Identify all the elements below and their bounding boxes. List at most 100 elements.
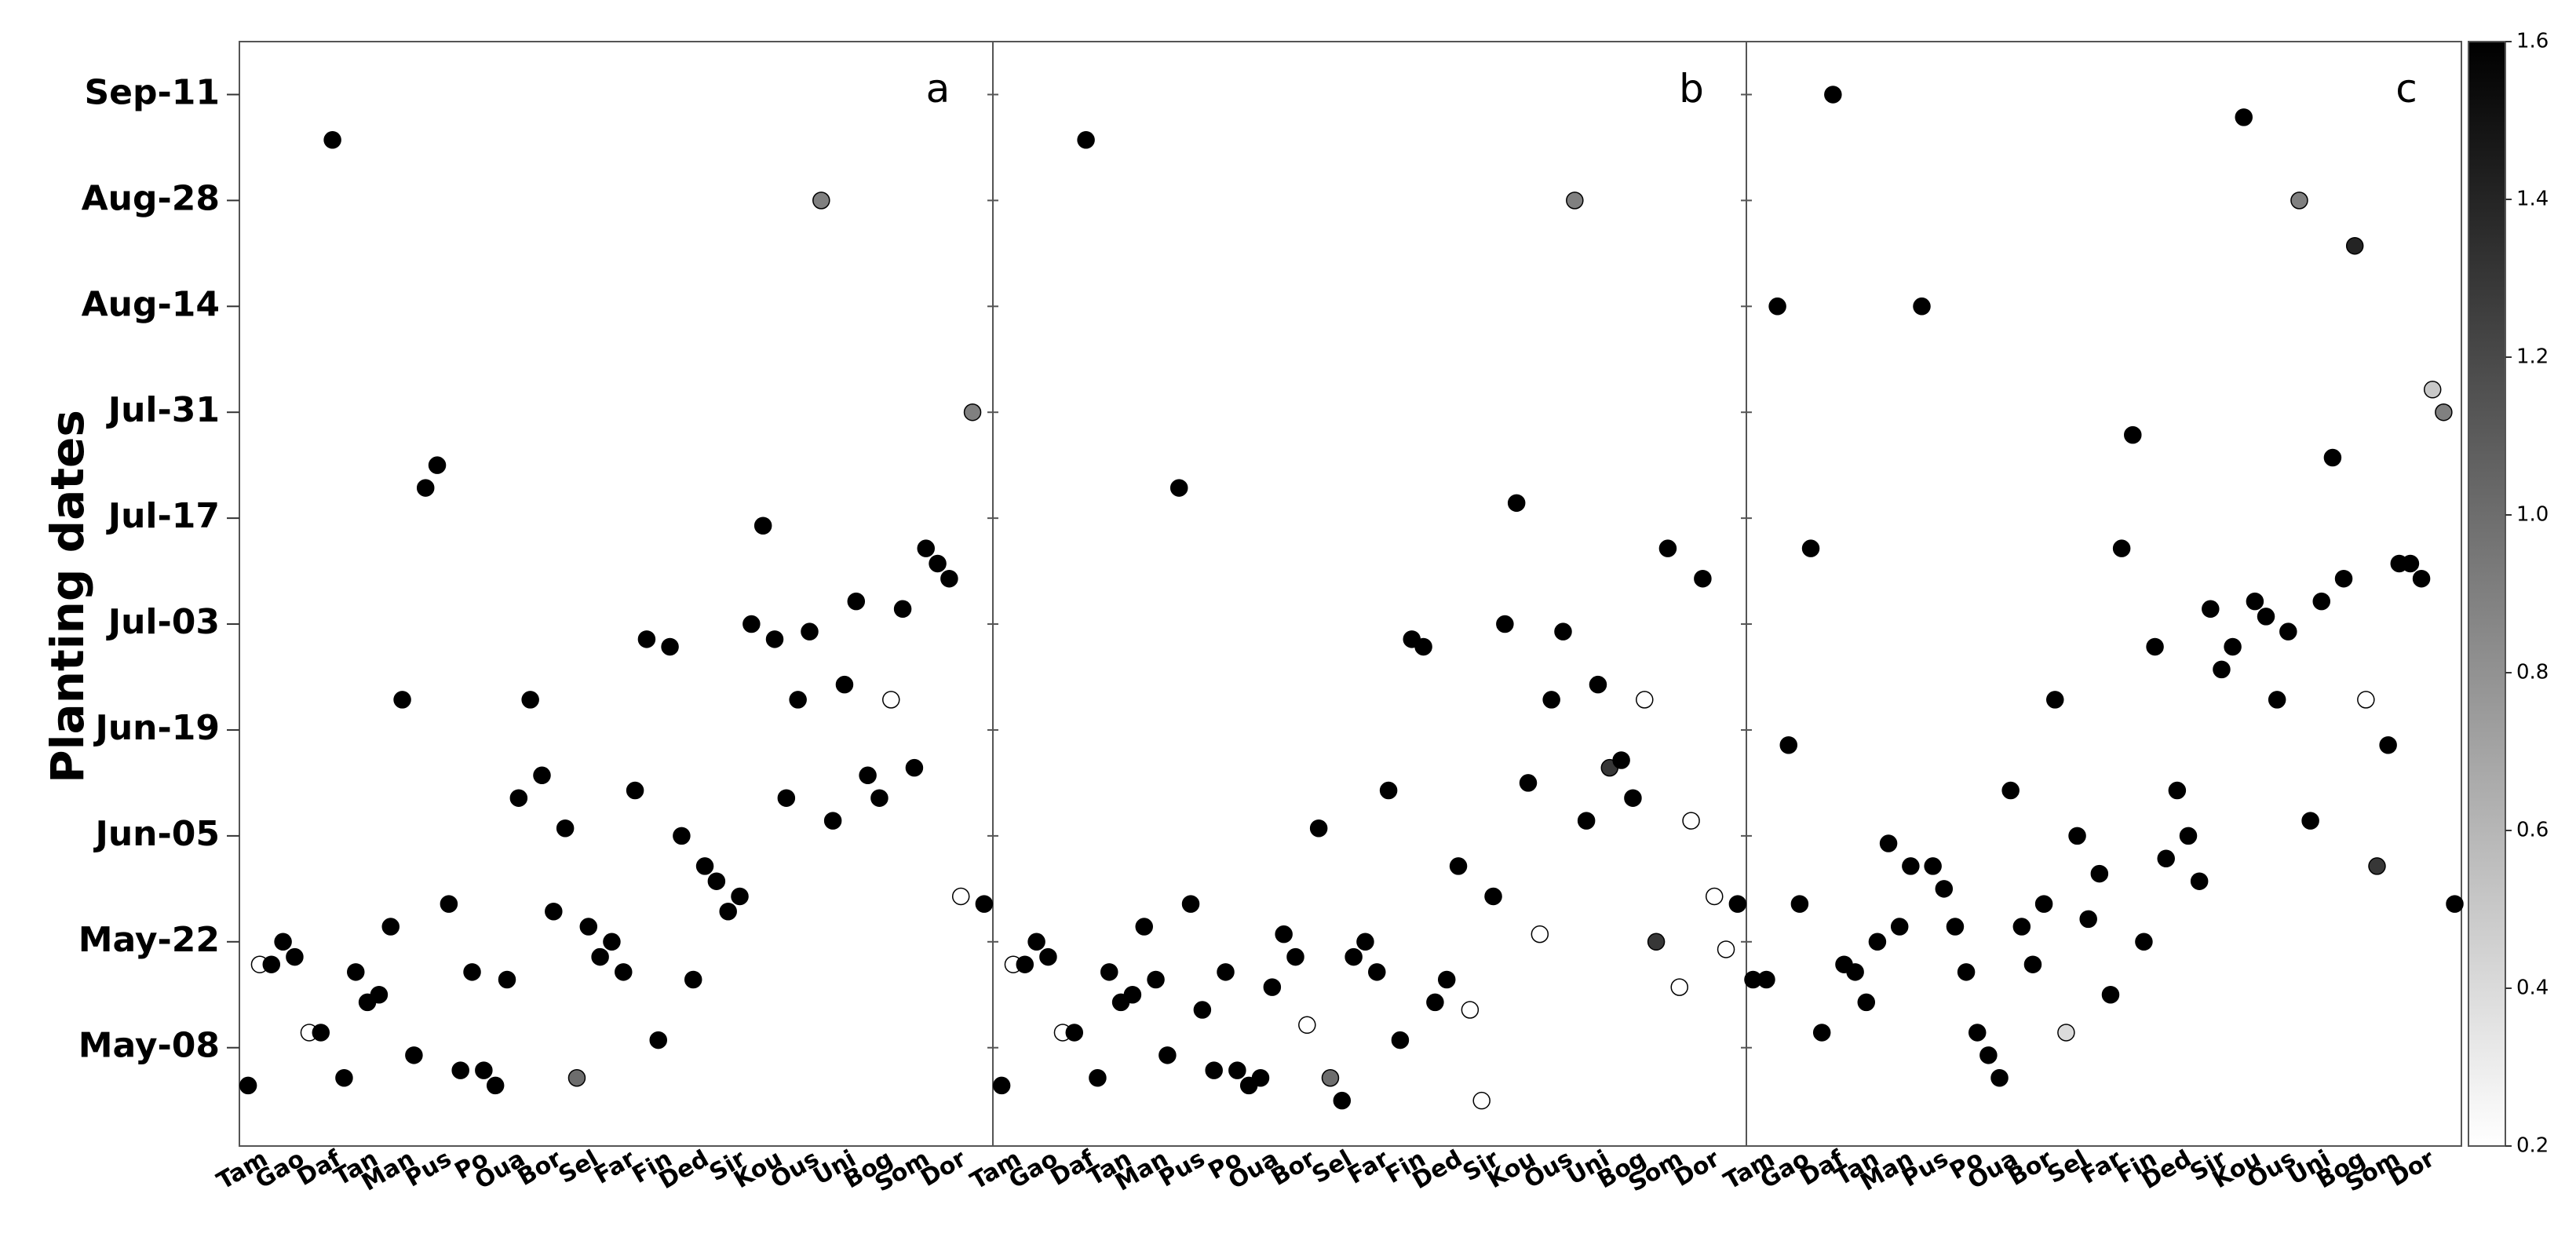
scatter-point — [2412, 569, 2431, 588]
scatter-point — [2213, 660, 2231, 679]
colorbar-tick-label: 0.6 — [2516, 819, 2549, 842]
scatter-point — [2146, 637, 2164, 656]
scatter-point — [381, 918, 400, 936]
scatter-point — [1990, 1069, 2009, 1087]
scatter-point — [1957, 963, 1976, 981]
y-tick-label: Jul-31 — [106, 390, 220, 430]
y-tick-label: Jun-19 — [93, 708, 220, 748]
scatter-point — [2301, 812, 2319, 830]
scatter-point — [2057, 1024, 2075, 1042]
scatter-point — [917, 539, 935, 557]
scatter-point — [1658, 539, 1677, 557]
plot-frame — [239, 41, 2462, 1147]
scatter-point — [1309, 819, 1328, 838]
scatter-point — [1868, 933, 1887, 951]
scatter-point — [1135, 918, 1153, 936]
scatter-point — [1768, 297, 1786, 316]
panel-label: c — [2395, 66, 2417, 111]
scatter-point — [1321, 1069, 1340, 1087]
scatter-point — [847, 592, 866, 611]
scatter-point — [2101, 986, 2120, 1004]
scatter-point — [1812, 1024, 1831, 1042]
scatter-point — [1846, 963, 1864, 981]
scatter-point — [335, 1069, 353, 1087]
scatter-point — [2290, 192, 2308, 210]
scatter-point — [929, 554, 947, 573]
scatter-point — [591, 947, 609, 966]
scatter-point — [2235, 108, 2253, 126]
scatter-point — [533, 766, 551, 785]
scatter-point — [274, 933, 292, 951]
scatter-point — [1694, 569, 1712, 588]
scatter-point — [2334, 569, 2353, 588]
y-tick-label: Jun-05 — [93, 814, 220, 854]
scatter-point — [1935, 880, 1954, 898]
scatter-point — [323, 131, 341, 149]
scatter-point — [1461, 1001, 1480, 1019]
scatter-point — [1077, 131, 1095, 149]
colorbar-tick-label: 1.0 — [2516, 503, 2549, 527]
y-axis-label: Planting dates — [41, 410, 94, 783]
scatter-point — [753, 516, 772, 535]
scatter-point — [2135, 933, 2153, 951]
scatter-point — [684, 970, 702, 989]
scatter-point — [1437, 970, 1456, 989]
scatter-point — [951, 887, 970, 906]
scatter-point — [2124, 425, 2142, 444]
scatter-point — [1426, 993, 1444, 1012]
scatter-point — [2090, 864, 2109, 883]
scatter-point — [312, 1024, 330, 1042]
scatter-point — [1379, 781, 1398, 800]
scatter-point — [1728, 895, 1747, 913]
colorbar: 0.2 0.4 0.6 0.8 1.0 1.2 1.4 1.6 — [2468, 30, 2549, 1158]
scatter-point — [1414, 637, 1432, 656]
scatter-point — [1123, 986, 1142, 1004]
scatter-point — [1902, 857, 1920, 875]
y-tick-label: May-08 — [78, 1026, 220, 1066]
scatter-point — [1531, 925, 1549, 944]
axes-layer — [227, 41, 2462, 1147]
scatter-point — [1496, 615, 1514, 633]
scatter-point — [1472, 1091, 1491, 1110]
scatter-point — [626, 781, 644, 800]
scatter-point — [1228, 1061, 1246, 1079]
scatter-point — [2224, 637, 2242, 656]
scatter-point — [1879, 834, 1898, 852]
scatter-point — [1636, 691, 1654, 709]
scatter-point — [1705, 887, 1724, 906]
scatter-point — [673, 827, 691, 845]
scatter-point — [2168, 781, 2187, 800]
scatter-point — [719, 903, 737, 921]
scatter-point — [1089, 1069, 1107, 1087]
scatter-point — [1946, 918, 1965, 936]
colorbar-tick-label: 0.8 — [2516, 661, 2549, 684]
scatter-point — [1147, 970, 1165, 989]
scatter-point — [2401, 554, 2420, 573]
y-tick-label: Jul-03 — [106, 602, 220, 642]
scatter-point — [440, 895, 458, 913]
scatter-point — [707, 872, 726, 890]
scatter-point — [1857, 993, 1876, 1012]
scatter-point — [1275, 925, 1293, 944]
scatter-point — [975, 895, 994, 913]
scatter-point — [1027, 933, 1045, 951]
scatter-point — [2079, 910, 2097, 929]
y-tick-label: May-22 — [78, 920, 220, 960]
scatter-point — [812, 192, 830, 210]
scatter-point — [1554, 622, 1572, 641]
scatter-point — [1158, 1046, 1177, 1064]
scatter-point — [1507, 494, 1526, 513]
scatter-point — [2112, 539, 2131, 557]
scatter-point — [1286, 947, 1304, 966]
scatter-point — [661, 637, 679, 656]
scatter-point — [637, 630, 656, 648]
panel-label: a — [926, 66, 950, 111]
y-tick-label: Aug-14 — [82, 284, 220, 324]
scatter-point — [1790, 895, 1809, 913]
colorbar-tick-label: 1.4 — [2516, 188, 2549, 211]
scatter-point — [1345, 947, 1363, 966]
scatter-point — [859, 766, 877, 785]
